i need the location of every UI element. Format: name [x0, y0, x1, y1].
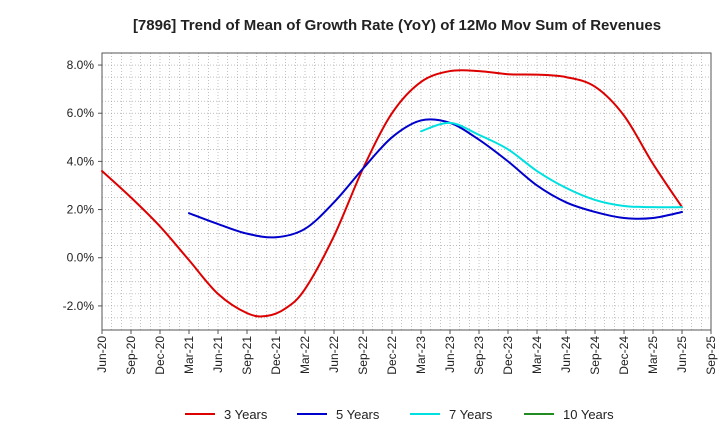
x-tick-label: Dec-21: [269, 336, 283, 375]
legend-label-10y: 10 Years: [563, 407, 614, 422]
x-tick-label: Sep-23: [472, 336, 486, 375]
legend-entry-7y[interactable]: 7 Years: [410, 407, 493, 422]
legend: 3 Years 5 Years 7 Years 10 Years: [185, 407, 614, 422]
series-3y-line: [101, 69, 683, 318]
legend-entry-5y[interactable]: 5 Years: [297, 407, 380, 422]
y-tick-label: -2.0%: [63, 299, 95, 313]
series-lines: [101, 69, 683, 318]
x-tick-label: Dec-23: [501, 336, 515, 375]
legend-entry-3y[interactable]: 3 Years: [185, 407, 268, 422]
x-tick-label: Mar-23: [414, 336, 428, 374]
y-tick-label: 2.0%: [67, 203, 95, 217]
x-tick-label: Jun-25: [675, 336, 689, 373]
y-tick-label: 6.0%: [67, 106, 95, 120]
x-tick-label: Jun-20: [95, 336, 109, 373]
x-tick-label: Sep-22: [356, 336, 370, 375]
x-tick-label: Mar-21: [182, 336, 196, 374]
legend-label-7y: 7 Years: [449, 407, 493, 422]
y-tick-label: 4.0%: [67, 154, 95, 168]
x-tick-label: Dec-24: [617, 336, 631, 375]
x-tick-label: Sep-21: [240, 336, 254, 375]
x-tick-label: Sep-24: [588, 336, 602, 375]
y-axis: 8.0% 6.0% 4.0% 2.0% 0.0% -2.0%: [63, 58, 102, 313]
x-tick-label: Jun-24: [559, 336, 573, 373]
x-tick-label: Jun-21: [211, 336, 225, 373]
series-5y-line: [188, 118, 683, 239]
plot-frame: [101, 52, 712, 331]
y-tick-label: 0.0%: [67, 251, 95, 265]
legend-label-5y: 5 Years: [336, 407, 380, 422]
x-tick-label: Sep-20: [124, 336, 138, 375]
x-tick-label: Jun-23: [443, 336, 457, 373]
x-axis: Jun-20 Sep-20 Dec-20 Mar-21 Jun-21 Sep-21 Dec-…: [95, 330, 718, 375]
legend-label-3y: 3 Years: [224, 407, 268, 422]
series-7y-line: [420, 121, 683, 209]
x-tick-label: Sep-25: [704, 336, 718, 375]
x-tick-label: Mar-24: [530, 336, 544, 374]
x-tick-label: Mar-22: [298, 336, 312, 374]
x-tick-label: Jun-22: [327, 336, 341, 373]
y-tick-label: 8.0%: [67, 58, 95, 72]
grid: [102, 53, 711, 330]
x-tick-label: Dec-22: [385, 336, 399, 375]
x-tick-label: Mar-25: [646, 336, 660, 374]
legend-entry-10y[interactable]: 10 Years: [524, 407, 614, 422]
x-tick-label: Dec-20: [153, 336, 167, 375]
chart-title: [7896] Trend of Mean of Growth Rate (YoY…: [133, 17, 661, 34]
